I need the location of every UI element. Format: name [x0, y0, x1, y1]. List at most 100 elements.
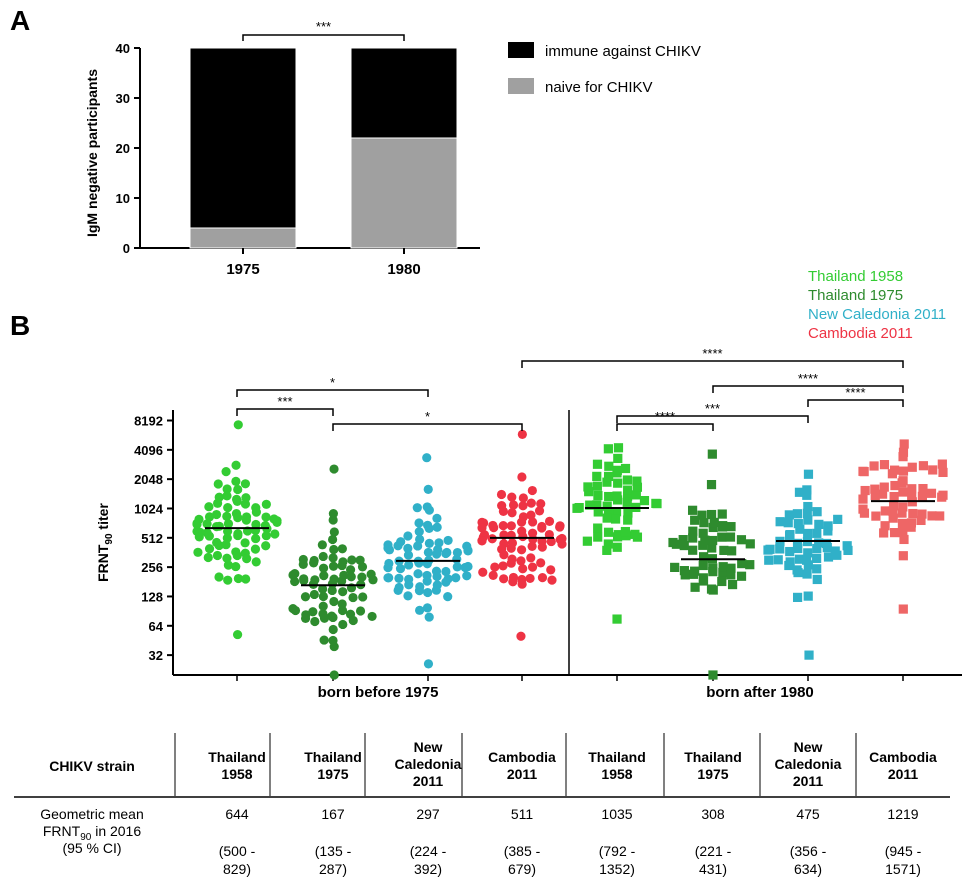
- data-point: [463, 545, 473, 555]
- data-point: [803, 548, 813, 558]
- data-point: [623, 508, 633, 518]
- data-point: [717, 532, 727, 542]
- data-point: [261, 499, 271, 509]
- data-point: [668, 537, 678, 548]
- data-point: [393, 585, 403, 595]
- data-point: [358, 592, 368, 602]
- data-point: [233, 513, 243, 523]
- data-point: [222, 511, 232, 521]
- data-point: [516, 517, 527, 527]
- data-point: [812, 564, 822, 574]
- table-column-header: 1975: [697, 766, 728, 782]
- y-tick-label: 128: [141, 589, 163, 604]
- data-point: [506, 521, 516, 531]
- data-point: [403, 550, 414, 560]
- significance-label: ***: [705, 401, 720, 416]
- data-point: [879, 528, 889, 538]
- data-point: [231, 460, 241, 470]
- data-point: [604, 461, 614, 471]
- data-point: [424, 538, 434, 548]
- data-point: [623, 515, 633, 525]
- data-point: [802, 569, 812, 579]
- significance-label: ****: [798, 371, 818, 386]
- data-point: [937, 459, 947, 469]
- data-point: [526, 553, 536, 563]
- y-tick-label: 64: [149, 619, 164, 634]
- data-point: [368, 575, 378, 585]
- data-point: [415, 605, 425, 615]
- data-point: [347, 555, 357, 565]
- data-point: [507, 492, 517, 502]
- data-point: [337, 544, 347, 554]
- data-point: [261, 531, 271, 541]
- data-point: [698, 540, 708, 550]
- data-point: [622, 475, 633, 485]
- legend-label: naive for CHIKV: [545, 79, 653, 96]
- data-point: [708, 585, 718, 595]
- data-point: [517, 579, 527, 589]
- data-point: [231, 476, 241, 486]
- table-ci-low: (135 -: [315, 843, 352, 859]
- data-point: [736, 535, 747, 545]
- data-point: [478, 567, 488, 577]
- data-point: [620, 526, 630, 537]
- data-point: [233, 420, 243, 430]
- data-point: [890, 465, 900, 475]
- data-point: [348, 615, 358, 626]
- data-point: [803, 528, 813, 539]
- data-point: [707, 449, 717, 459]
- data-point: [917, 509, 927, 519]
- data-point: [906, 518, 917, 528]
- data-point: [422, 453, 432, 463]
- data-point: [241, 515, 251, 525]
- data-point: [214, 572, 224, 582]
- data-point: [192, 519, 202, 529]
- legend-label: immune against CHIKV: [545, 43, 701, 60]
- data-point: [329, 670, 339, 680]
- data-point: [916, 515, 926, 526]
- data-point: [745, 539, 755, 549]
- data-point: [592, 471, 602, 481]
- data-point: [203, 552, 213, 563]
- y-axis-title: FRNT90 titer: [95, 503, 115, 582]
- data-point: [792, 565, 802, 575]
- table-ci-high: 431): [699, 861, 727, 877]
- data-point: [897, 518, 908, 529]
- panel-a-chart: 0 10 20 30 40 IgM negative participants 1975 19…: [84, 19, 701, 278]
- data-point: [233, 529, 243, 539]
- data-point: [319, 635, 329, 645]
- data-point: [318, 551, 328, 562]
- data-point: [261, 541, 271, 551]
- data-point: [508, 500, 519, 510]
- legend-label: New Caledonia 2011: [808, 306, 946, 323]
- data-point: [496, 489, 507, 500]
- data-point: [432, 549, 442, 559]
- data-point: [546, 536, 556, 547]
- data-point: [938, 490, 948, 500]
- data-point: [898, 551, 908, 561]
- data-point: [318, 584, 328, 594]
- data-point: [889, 491, 899, 502]
- data-point: [907, 484, 917, 494]
- data-point: [717, 522, 728, 532]
- data-point: [463, 561, 473, 572]
- data-point: [544, 516, 555, 526]
- table-value: 475: [796, 806, 820, 822]
- group-label: born after 1980: [706, 684, 814, 701]
- data-point: [794, 487, 805, 497]
- data-point: [272, 516, 282, 526]
- group-label: born before 1975: [318, 684, 439, 701]
- data-point: [622, 491, 633, 502]
- data-point: [415, 534, 425, 544]
- data-point: [526, 510, 536, 520]
- data-point: [328, 561, 339, 571]
- data-point: [812, 553, 822, 563]
- data-point: [251, 533, 261, 544]
- data-point: [726, 563, 736, 573]
- data-point: [204, 502, 214, 512]
- data-point: [784, 560, 794, 571]
- data-point: [888, 513, 898, 523]
- data-point: [785, 530, 795, 540]
- panel-a-letter: A: [10, 5, 30, 36]
